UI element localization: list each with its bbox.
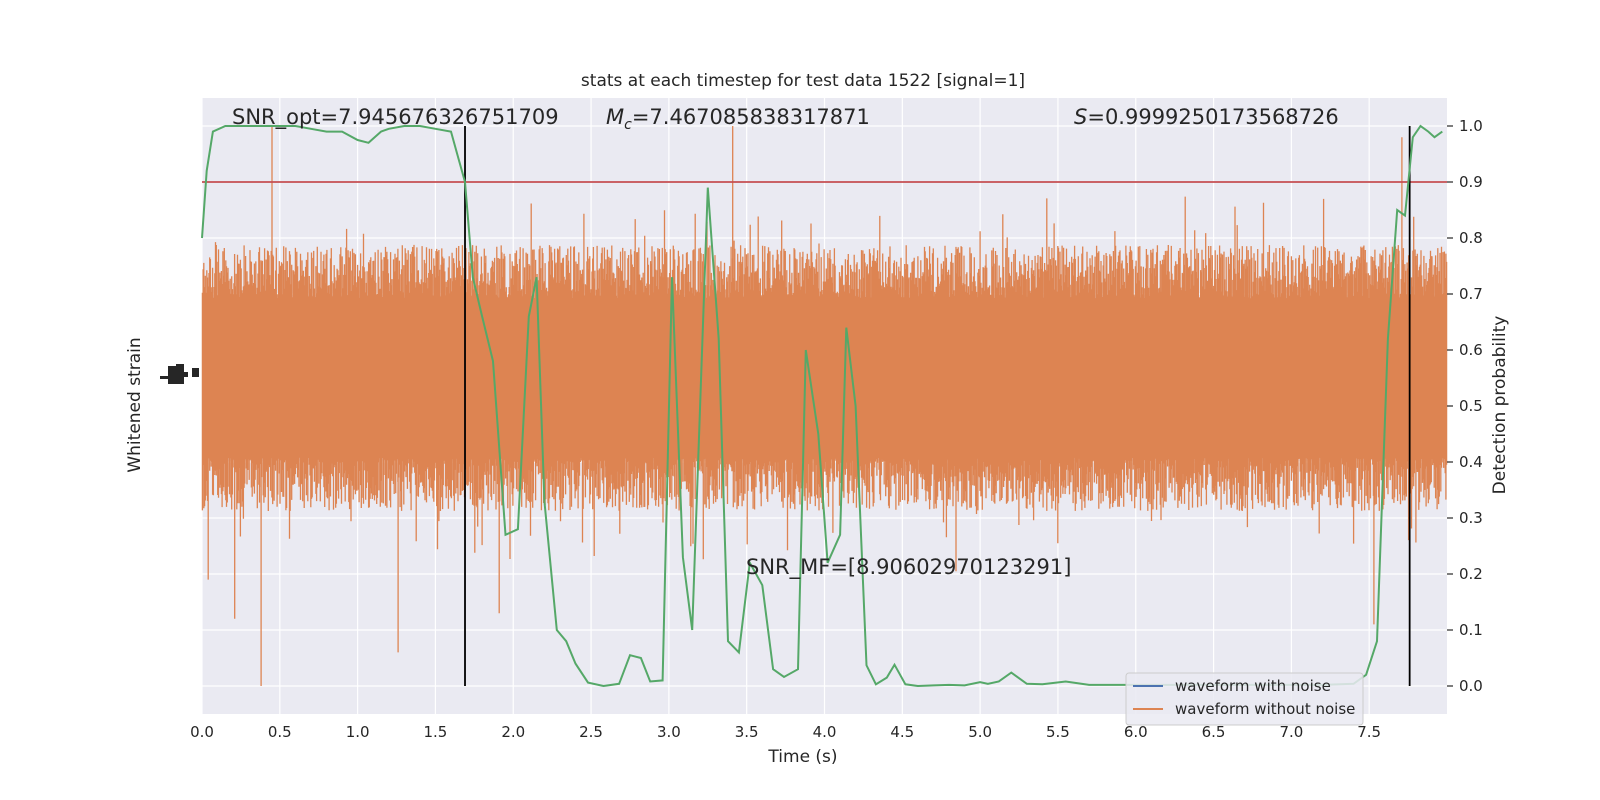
chirp-mass-subscript: c <box>624 117 632 133</box>
overlap-symbol: S <box>1074 105 1087 129</box>
y-axis-left-ticks <box>160 364 199 384</box>
y-tick-label: 0.5 <box>1459 397 1483 415</box>
y-tick-label: 1.0 <box>1459 117 1483 135</box>
legend-box <box>1125 672 1364 726</box>
x-tick-label: 4.5 <box>890 723 914 741</box>
x-axis-label: Time (s) <box>767 747 837 767</box>
y-tick-label: 0.8 <box>1459 229 1483 247</box>
legend-label-without-noise: waveform without noise <box>1175 700 1355 718</box>
x-tick-label: 5.0 <box>968 723 992 741</box>
x-tick-label: 3.0 <box>657 723 681 741</box>
x-tick-label: 3.5 <box>735 723 759 741</box>
annotation-chirp-mass: Mc=7.467085838317871 <box>606 105 870 133</box>
strain-trace <box>201 126 1448 686</box>
x-tick-label: 0.5 <box>268 723 292 741</box>
legend-label-with-noise: waveform with noise <box>1175 677 1331 695</box>
annotation-snr-mf: SNR_MF=[8.90602970123291] <box>746 555 1071 580</box>
x-tick-label: 1.5 <box>424 723 448 741</box>
y-axis-left-label: Whitened strain <box>125 337 145 472</box>
annotation-overlap: S=0.9999250173568726 <box>1074 105 1339 129</box>
left-tick-glyph <box>182 372 188 377</box>
x-tick-label: 5.5 <box>1046 723 1070 741</box>
overlay-lines <box>202 126 1447 686</box>
x-tick-label: 4.0 <box>813 723 837 741</box>
y-tick-label: 0.4 <box>1459 453 1483 471</box>
legend: waveform with noise waveform without noi… <box>1125 672 1364 726</box>
left-tick-glyph <box>192 368 199 377</box>
y-tick-label: 0.1 <box>1459 621 1483 639</box>
chirp-mass-value: =7.467085838317871 <box>632 105 870 129</box>
chirp-mass-symbol: M <box>606 105 624 129</box>
y-tick-label: 0.2 <box>1459 565 1483 583</box>
x-axis-ticks: 0.0 0.5 1.0 1.5 2.0 2.5 3.0 3.5 4.0 4.5 5.0 5.5 6.0 6… <box>190 723 1381 741</box>
x-tick-label: 2.5 <box>579 723 603 741</box>
x-tick-label: 7.0 <box>1279 723 1303 741</box>
y-tick-label: 0.7 <box>1459 285 1483 303</box>
left-tick-glyph <box>172 370 182 380</box>
y-axis-right-label: Detection probability <box>1490 316 1510 495</box>
y-tick-label: 0.3 <box>1459 509 1483 527</box>
strain-series <box>201 126 1448 686</box>
x-tick-label: 2.0 <box>501 723 525 741</box>
x-tick-label: 6.5 <box>1202 723 1226 741</box>
left-tick-glyph <box>160 376 172 379</box>
x-tick-label: 7.5 <box>1357 723 1381 741</box>
y-axis-right-ticks: 0.0 0.1 0.2 0.3 0.4 0.5 0.6 0.7 0.8 0.9 1.0 <box>1447 117 1483 695</box>
overlap-value: =0.9999250173568726 <box>1087 105 1338 129</box>
x-tick-label: 6.0 <box>1124 723 1148 741</box>
x-tick-label: 0.0 <box>190 723 214 741</box>
y-tick-label: 0.0 <box>1459 677 1483 695</box>
y-tick-label: 0.6 <box>1459 341 1483 359</box>
x-tick-label: 1.0 <box>346 723 370 741</box>
chart-title: stats at each timestep for test data 152… <box>581 71 1025 91</box>
y-tick-label: 0.9 <box>1459 173 1483 191</box>
annotation-snr-opt: SNR_opt=7.945676326751709 <box>232 105 559 130</box>
